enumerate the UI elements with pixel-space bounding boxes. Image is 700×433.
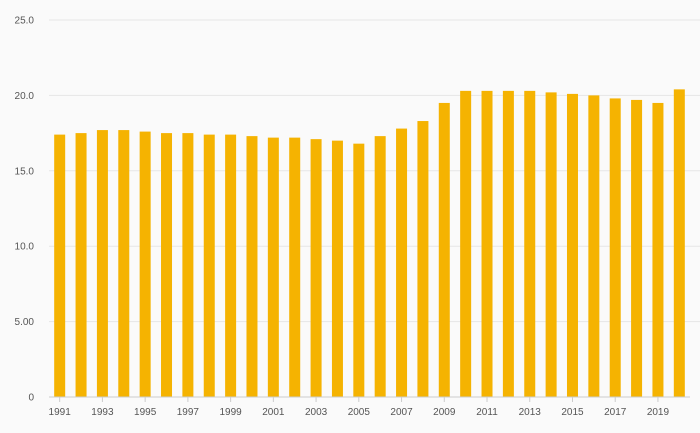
y-tick-label: 15.0 — [15, 166, 35, 177]
x-tick-label: 2005 — [348, 407, 371, 418]
bar-1994 — [118, 130, 130, 398]
bar-2017 — [609, 98, 621, 397]
bar-2000 — [246, 136, 258, 397]
bar-1998 — [203, 134, 215, 397]
bar-1991 — [54, 134, 66, 397]
bar-2020 — [673, 89, 685, 398]
y-tick-label: 0 — [28, 393, 34, 404]
bar-1993 — [96, 130, 108, 398]
x-tick-label: 2001 — [262, 407, 285, 418]
y-tick-label: 10.0 — [15, 242, 35, 253]
bar-2006 — [374, 136, 386, 397]
bar-2004 — [331, 140, 343, 397]
x-tick-label: 1993 — [91, 407, 114, 418]
bar-2016 — [588, 95, 600, 398]
bar-2005 — [353, 143, 365, 397]
bar-1997 — [182, 133, 194, 397]
bar-2009 — [438, 102, 450, 397]
y-axis-tick-labels: 0 5.00 10.0 15.0 20.0 25.0 — [15, 16, 35, 404]
y-tick-label: 20.0 — [15, 91, 35, 102]
bar-2013 — [524, 90, 536, 397]
y-tick-label: 5.00 — [15, 317, 35, 328]
bar-2001 — [267, 137, 279, 397]
bar-2019 — [652, 102, 664, 397]
x-tick-label: 2015 — [561, 407, 584, 418]
y-tick-label: 25.0 — [15, 16, 35, 27]
x-tick-label: 1995 — [134, 407, 157, 418]
x-tick-label: 2013 — [519, 407, 542, 418]
x-axis-tick-labels: 1991 1993 1995 1997 1999 2001 2003 2005 2007 2009… — [49, 397, 670, 418]
x-tick-label: 2017 — [604, 407, 627, 418]
bar-2010 — [460, 90, 472, 397]
x-tick-label: 1997 — [177, 407, 200, 418]
bars — [54, 89, 685, 398]
bar-2012 — [502, 90, 514, 397]
bar-1999 — [225, 134, 237, 397]
bar-2011 — [481, 90, 493, 397]
x-tick-label: 2011 — [476, 407, 498, 418]
bar-1992 — [75, 133, 87, 397]
x-tick-label: 1999 — [219, 407, 242, 418]
x-tick-label: 2003 — [305, 407, 328, 418]
bar-2014 — [545, 92, 557, 397]
bar-2018 — [631, 99, 643, 397]
bar-2015 — [566, 93, 578, 397]
bar-1996 — [161, 133, 173, 397]
x-tick-label: 2007 — [390, 407, 413, 418]
bar-2002 — [289, 137, 301, 397]
x-tick-label: 1991 — [49, 407, 72, 418]
x-tick-label: 2009 — [433, 407, 456, 418]
bar-1995 — [139, 131, 151, 398]
bar-2007 — [396, 128, 408, 398]
x-tick-label: 2019 — [647, 407, 670, 418]
bar-2008 — [417, 121, 429, 397]
bar-2003 — [310, 139, 322, 397]
